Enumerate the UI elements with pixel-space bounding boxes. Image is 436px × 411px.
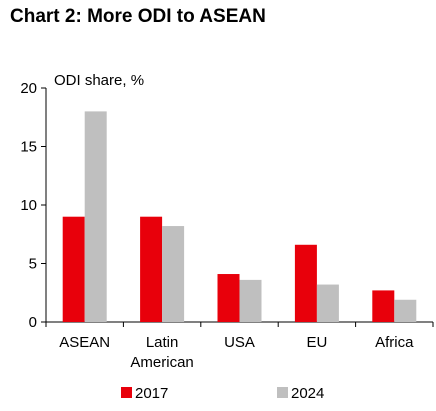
legend-swatch-2017: [121, 387, 132, 398]
bar-2024: [394, 299, 417, 322]
bar-2024: [316, 284, 339, 322]
bar-2017: [140, 216, 163, 322]
y-axis-label: ODI share, %: [54, 72, 144, 89]
bar-2017: [372, 290, 395, 322]
chart-title: Chart 2: More ODI to ASEAN: [10, 6, 266, 27]
x-axis: ASEAN Latin American USA EU Africa: [45, 321, 434, 371]
legend-label-2024: 2024: [291, 385, 324, 402]
bar-2024: [162, 226, 185, 322]
y-tick-label: 0: [29, 314, 37, 331]
bar-2017: [294, 244, 317, 322]
bar-2017: [217, 274, 240, 322]
x-tick-label: EU: [306, 334, 327, 351]
y-tick-label: 15: [20, 139, 37, 156]
y-axis: 0 5 10 15 20: [20, 80, 47, 331]
y-tick-label: 10: [20, 197, 37, 214]
x-tick-label: Latin American: [130, 334, 193, 371]
bars: [62, 111, 417, 323]
legend-swatch-2024: [277, 387, 288, 398]
bar-2024: [239, 279, 262, 322]
x-tick-label: USA: [224, 334, 255, 351]
y-tick-label: 20: [20, 80, 37, 97]
x-tick-label: Africa: [375, 334, 414, 351]
bar-2017: [62, 216, 85, 322]
y-tick-label: 5: [29, 256, 37, 273]
x-tick-label: ASEAN: [59, 334, 110, 351]
legend-label-2017: 2017: [135, 385, 168, 402]
legend: 2017 2024: [121, 385, 324, 402]
bar-2024: [84, 111, 107, 323]
